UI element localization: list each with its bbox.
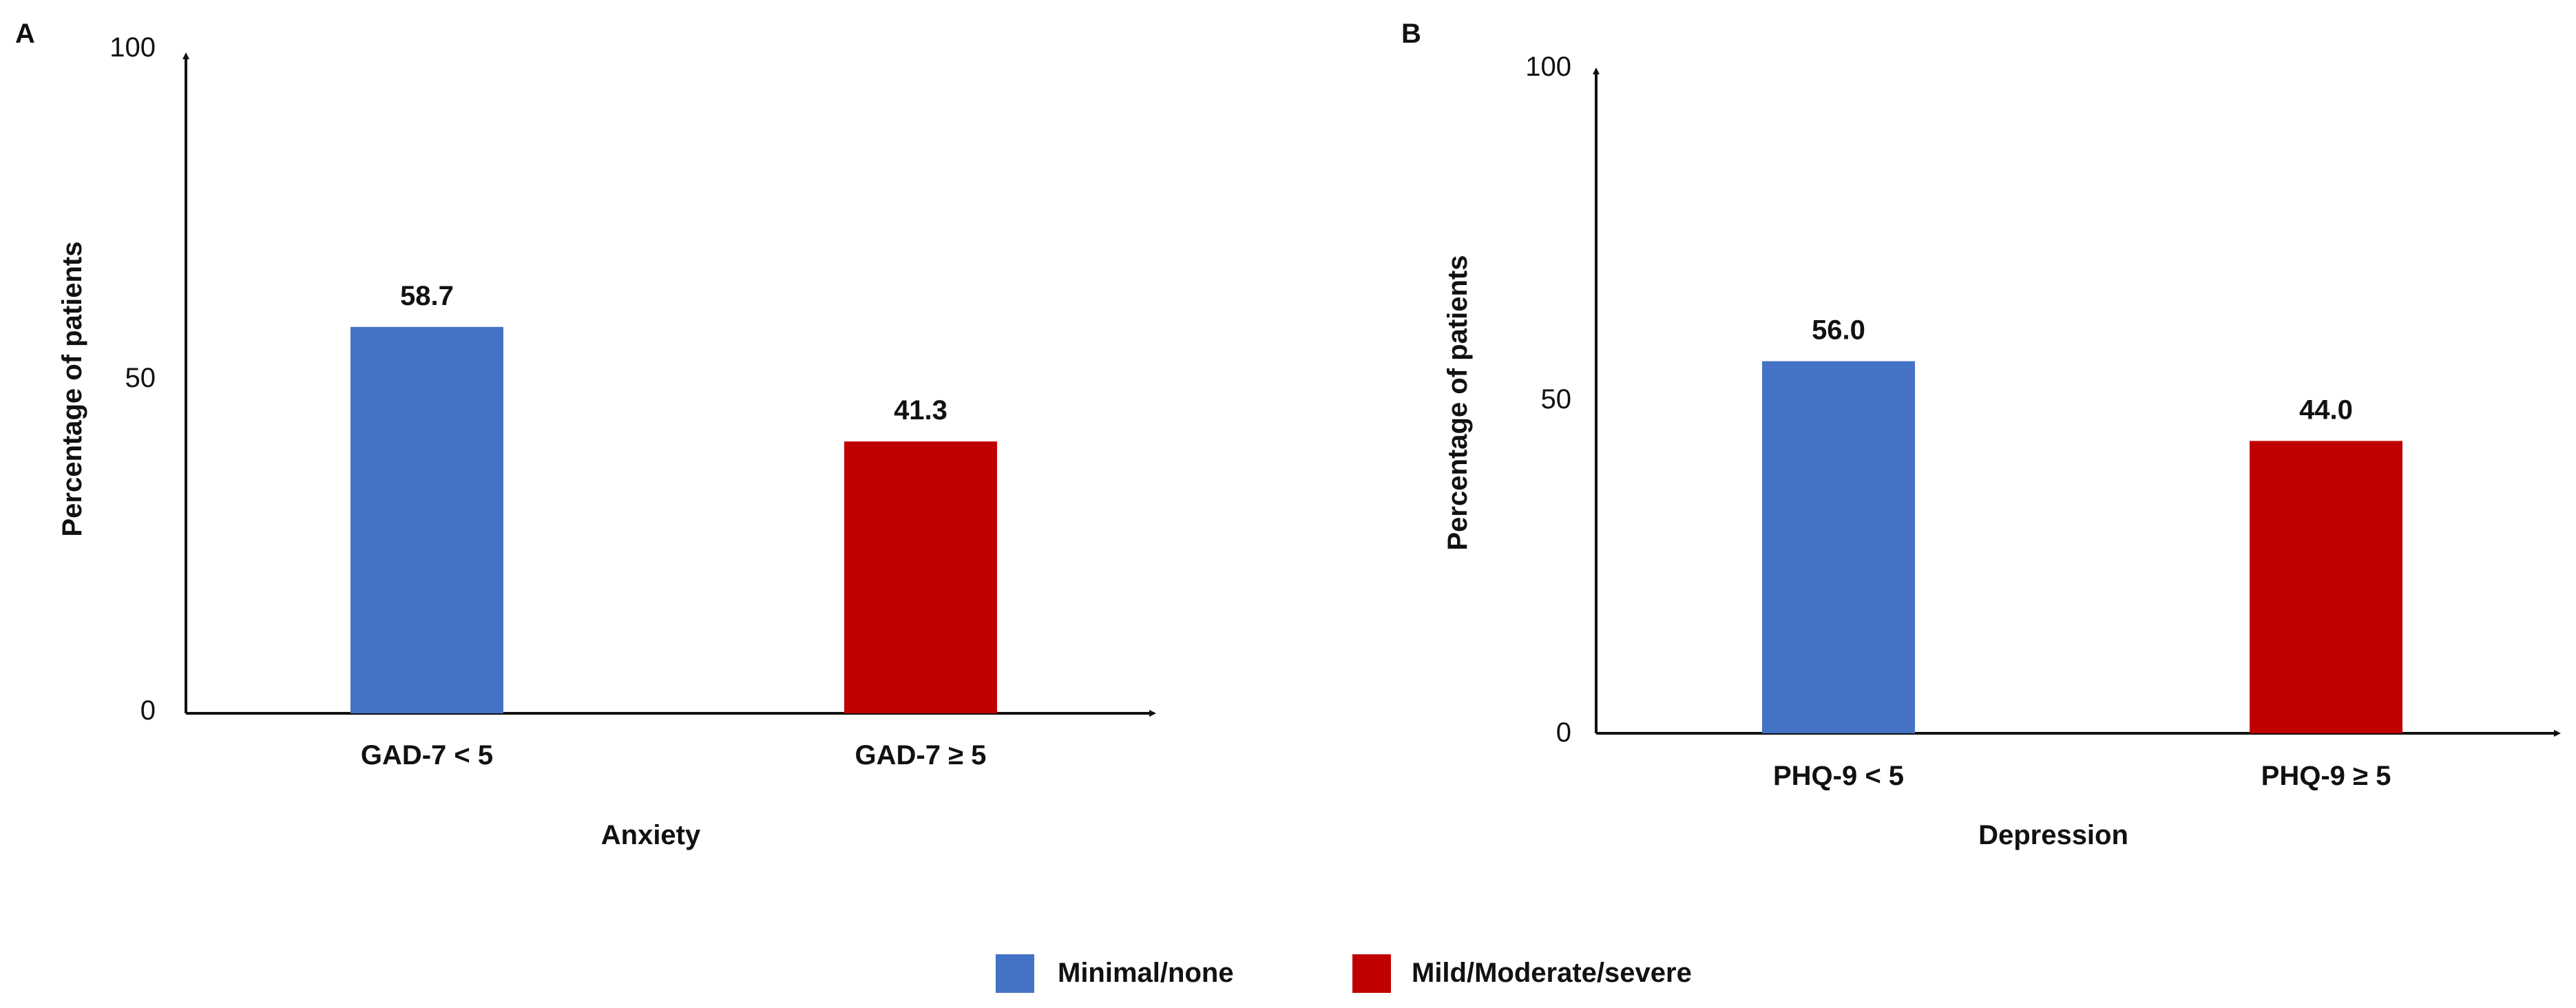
bar-gad7-minimal xyxy=(350,326,503,713)
y-tick-label: 50 xyxy=(125,363,156,393)
y-axis-label: Percentage of patients xyxy=(1443,255,1473,550)
x-category-label: GAD-7 ≥ 5 xyxy=(855,740,987,770)
legend-label-minimal: Minimal/none xyxy=(1058,958,1234,988)
panel-letter: B xyxy=(1401,19,1421,49)
y-tick-label: 0 xyxy=(1556,717,1571,748)
x-axis-label: Anxiety xyxy=(601,820,701,850)
y-axis-label: Percentage of patients xyxy=(57,241,87,536)
x-category-label: GAD-7 < 5 xyxy=(361,740,493,770)
x-category-label: PHQ-9 < 5 xyxy=(1773,761,1904,791)
y-tick-label: 50 xyxy=(1541,384,1572,414)
x-axis-label: Depression xyxy=(1978,820,2128,850)
bar-phq9-minimal xyxy=(1762,361,1915,733)
bar-phq9-mild xyxy=(2250,441,2402,733)
panel-b: B Percentage of patients 0 50 100 56.0 4… xyxy=(1401,19,2561,850)
data-label: 44.0 xyxy=(2299,395,2353,425)
y-tick-label: 100 xyxy=(1525,52,1571,82)
legend-swatch-mild xyxy=(1352,954,1391,993)
bar-gad7-mild xyxy=(844,441,997,713)
legend-swatch-minimal xyxy=(996,954,1034,993)
x-category-label: PHQ-9 ≥ 5 xyxy=(2261,761,2391,791)
legend-label-mild: Mild/Moderate/severe xyxy=(1412,958,1692,988)
data-label: 56.0 xyxy=(1812,315,1865,346)
y-tick-label: 100 xyxy=(109,32,156,63)
y-tick-label: 0 xyxy=(140,695,156,726)
legend: Minimal/none Mild/Moderate/severe xyxy=(996,954,1692,993)
data-label: 41.3 xyxy=(894,395,947,426)
data-label: 58.7 xyxy=(400,281,454,311)
panel-a: A Percentage of patients 0 50 100 58.7 4… xyxy=(15,19,1156,850)
panel-letter: A xyxy=(15,19,35,49)
